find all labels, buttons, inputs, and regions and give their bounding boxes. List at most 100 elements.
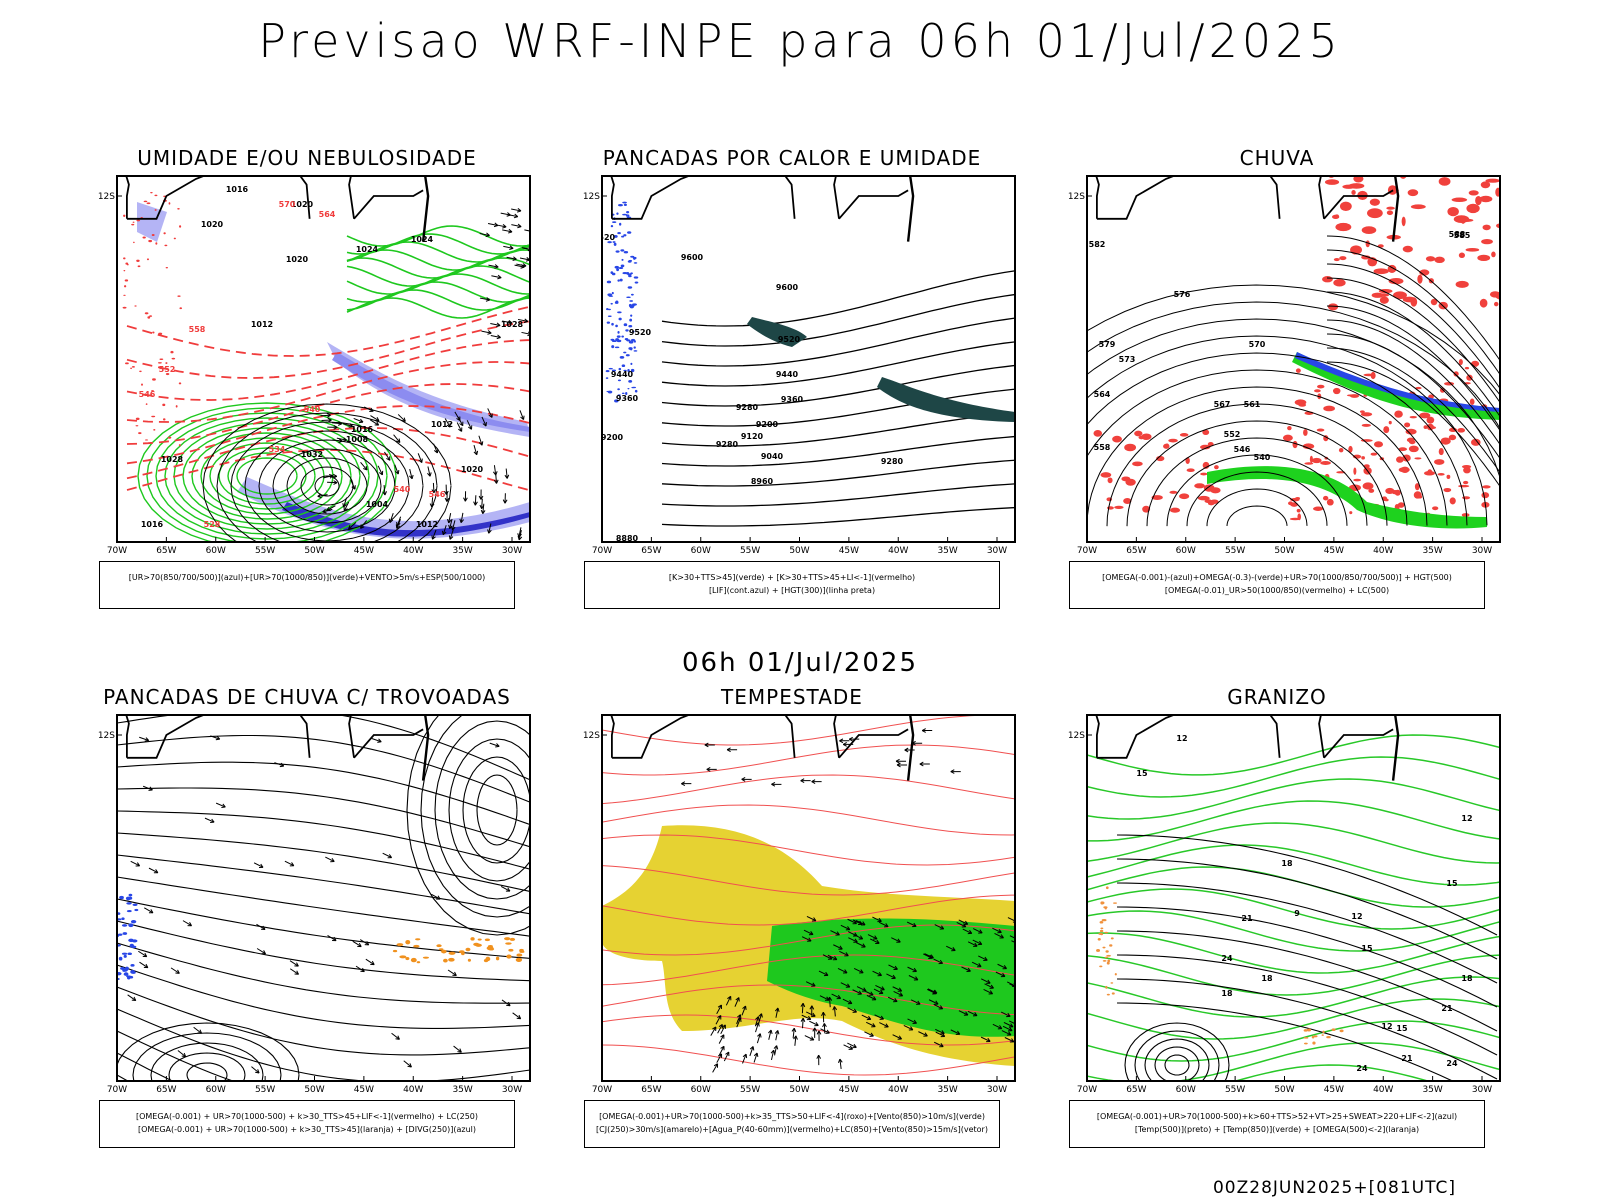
rain-area-red	[1426, 416, 1435, 424]
wind-vector	[734, 997, 740, 1007]
rain-area-red	[1132, 461, 1143, 467]
humidity-band-blue	[237, 477, 530, 539]
lon-tick-label: 40W	[888, 1085, 908, 1095]
rain-area-red	[1302, 443, 1315, 450]
map-trovoadas: 12S15S18S21S24S27S30S33S36S39S42S70W65W6…	[98, 714, 531, 1095]
temp500-contour	[1116, 930, 1498, 1032]
rain-area-red	[1295, 368, 1301, 373]
wind-vector	[395, 524, 401, 529]
wind-vector	[343, 497, 348, 508]
wind-vector	[988, 990, 994, 995]
omega-area-orange	[1110, 937, 1114, 940]
divg-area-blue	[128, 893, 133, 897]
rain-area-red	[1339, 256, 1347, 261]
wind-vector	[814, 1021, 819, 1027]
streamline	[117, 1074, 129, 1081]
border-line	[1323, 728, 1394, 759]
wind-vector	[871, 1023, 876, 1028]
rain-area-red	[1466, 374, 1473, 381]
rain-area-red	[1384, 498, 1389, 502]
streamline-arrow	[501, 999, 511, 1007]
thickness-speckle-red	[179, 307, 183, 310]
lif-contour-blue	[626, 210, 630, 214]
wind-vector	[884, 1023, 889, 1028]
temp500-contour	[1144, 1038, 1210, 1081]
lif-contour-blue	[612, 241, 616, 243]
lon-tick-label: 40W	[1373, 546, 1393, 556]
thickness-speckle-red	[178, 382, 182, 385]
rain-area-red	[1309, 455, 1313, 463]
wind-vector	[995, 971, 1006, 977]
coastline	[1067, 711, 1085, 781]
wind-vector	[971, 961, 982, 968]
hgt-label: 9040	[761, 452, 784, 461]
rain-area-red	[1338, 447, 1344, 453]
wind-vector	[845, 983, 851, 988]
wind-vector	[934, 924, 944, 930]
streamline-arrow	[148, 909, 154, 914]
hgt-label: 9280	[881, 457, 904, 466]
map-frame	[601, 714, 1016, 1082]
wind-vector	[1008, 1027, 1013, 1032]
wind-vector	[861, 1014, 871, 1020]
wind-vector	[838, 945, 843, 950]
panel-legend: [OMEGA(-0.001)+UR>70(1000-500)+k>60+TTS>…	[1069, 1100, 1485, 1148]
rain-area-red	[1378, 288, 1393, 294]
wind-vector	[967, 1010, 978, 1017]
omega-area-orange	[1313, 1035, 1318, 1038]
wind-vector	[328, 474, 334, 479]
rain-area-red	[1437, 472, 1445, 476]
rain-area-red	[1333, 278, 1346, 287]
hgt-label: 8960	[751, 477, 774, 486]
humidity-speckle	[312, 305, 316, 307]
streamline-arrow	[355, 965, 365, 973]
wind-vector	[369, 407, 374, 413]
rain-area-red	[1406, 437, 1415, 443]
lon-tick-label: 60W	[691, 546, 711, 556]
thickness-speckle-red	[178, 225, 182, 228]
thickness-speckle-red	[124, 279, 129, 282]
wind-vector	[342, 437, 347, 442]
streamline-arrow	[403, 1060, 412, 1068]
humidity-contour-green	[164, 417, 370, 535]
wind-vector	[427, 466, 431, 477]
wind-vector	[866, 994, 877, 1001]
wind-vector	[716, 1053, 722, 1063]
lif-contour-blue	[605, 369, 610, 373]
wind-area-green	[767, 918, 1015, 1037]
temp-label: 12	[1351, 912, 1362, 921]
wind-vector	[918, 1031, 928, 1037]
rain-area-red	[1446, 474, 1451, 479]
panel-title: PANCADAS POR CALOR E UMIDADE	[602, 146, 982, 170]
thickness-speckle-red	[152, 331, 155, 334]
panel-title: PANCADAS DE CHUVA C/ TROVOADAS	[103, 685, 511, 709]
streamline	[132, 1032, 282, 1081]
wind-vector	[977, 963, 982, 968]
thickness-speckle-red	[133, 241, 135, 244]
legend-line: [OMEGA(-0.001)+UR>70(1000-500)+k>35_TTS>…	[599, 1112, 985, 1121]
wind-vector	[962, 928, 972, 934]
storm-area-orange	[448, 951, 456, 955]
streamline-arrow	[144, 907, 154, 914]
wind-vector	[320, 414, 331, 417]
hgt500-label: 561	[1244, 400, 1261, 409]
wind-vector	[893, 965, 898, 971]
wind-vector	[735, 997, 740, 1002]
rain-area-red	[1414, 457, 1422, 460]
wind-vector	[478, 495, 484, 500]
storm-area-orange	[516, 953, 523, 957]
wind-vector	[755, 1016, 760, 1021]
wind-vector	[869, 991, 874, 996]
lif-contour-blue	[606, 280, 612, 284]
wind-vector	[791, 1027, 797, 1033]
rain-area-red	[1369, 198, 1380, 206]
wind-vector	[859, 969, 864, 974]
streamline	[117, 1022, 300, 1081]
wind-vector	[972, 939, 983, 945]
storm-area-orange	[448, 957, 455, 962]
map-frame	[1086, 175, 1501, 543]
wind-vector	[933, 1003, 943, 1010]
hgt500-label: 570	[1249, 340, 1266, 349]
streamline	[117, 986, 530, 1056]
